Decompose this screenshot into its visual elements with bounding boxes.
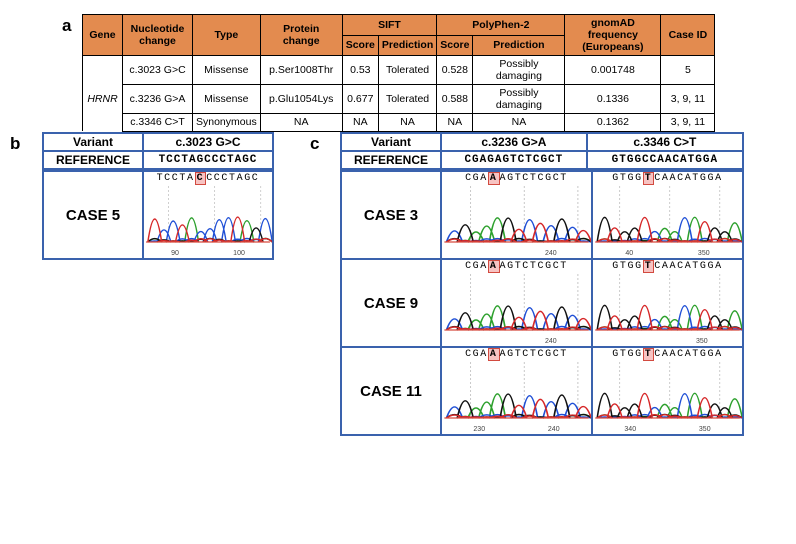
col-sift-pred: Prediction <box>378 35 436 56</box>
table-row: HRNRc.3236 G>AMissensep.Glu1054Lys0.677T… <box>83 85 715 114</box>
cell-nuc: c.3236 G>A <box>123 85 193 114</box>
reference-seq: TCCTAGCCCTAGC <box>143 151 273 169</box>
panel-b-label: b <box>10 134 20 154</box>
cell-type: Synonymous <box>193 114 261 131</box>
case-label: CASE 3 <box>341 171 441 259</box>
chromatogram-cell: CGAAAGTCTCGCT 240 <box>441 171 592 259</box>
position-ticks: 340350 <box>593 426 742 433</box>
chroma-case-table: CASE 5TCCTACCCCTAGC 90100 <box>42 170 274 260</box>
gene-cell-empty <box>83 114 123 131</box>
col-sift: SIFT <box>342 15 437 36</box>
col-gene: Gene <box>83 15 123 56</box>
cell-case: 5 <box>661 56 715 85</box>
called-sequence: GTGGTCAACATGGA <box>593 261 742 272</box>
variant-col: c.3346 C>T <box>587 133 743 151</box>
cell-prot: p.Glu1054Lys <box>260 85 342 114</box>
chromatogram-cell: CGAAAGTCTCGCT 230240 <box>441 347 592 435</box>
gene-cell: HRNR <box>83 85 123 114</box>
cell-pp_s: NA <box>437 114 473 131</box>
reference-header: REFERENCE <box>341 151 441 169</box>
cell-sift_p: Tolerated <box>378 85 436 114</box>
case-label: CASE 5 <box>43 171 143 259</box>
called-sequence: CGAAAGTCTCGCT <box>442 261 591 272</box>
col-type: Type <box>193 15 261 56</box>
cell-pp_p: NA <box>473 114 565 131</box>
cell-sift_s: 0.677 <box>342 85 378 114</box>
case-row: CASE 11CGAAAGTCTCGCT230240GTGGTCAACATGGA… <box>341 347 743 435</box>
col-sift-score: Score <box>342 35 378 56</box>
panel-c-block: Variantc.3236 G>Ac.3346 C>T REFERENCECGAG… <box>340 132 744 436</box>
reference-seq: CGAGAGTCTCGCT <box>441 151 587 169</box>
called-sequence: CGAAAGTCTCGCT <box>442 173 591 184</box>
chroma-header: Variantc.3236 G>Ac.3346 C>T REFERENCECGAG… <box>340 132 744 170</box>
variant-col: c.3236 G>A <box>441 133 587 151</box>
position-ticks: 240 <box>442 250 591 257</box>
chromatogram-cell: TCCTACCCCTAGC 90100 <box>143 171 273 259</box>
cell-case: 3, 9, 11 <box>661 85 715 114</box>
col-pp-score: Score <box>437 35 473 56</box>
variant-summary-table: Gene Nucleotide change Type Protein chan… <box>82 14 715 132</box>
cell-nuc: c.3346 C>T <box>123 114 193 131</box>
cell-pp_s: 0.528 <box>437 56 473 85</box>
cell-freq: 0.1336 <box>565 85 661 114</box>
case-row: CASE 9CGAAAGTCTCGCT 240 GTGGTCAACATGGA 350 <box>341 259 743 347</box>
reference-seq: GTGGCCAACATGGA <box>587 151 743 169</box>
table-row: c.3346 C>TSynonymousNANANANANA0.13623, 9… <box>83 114 715 131</box>
col-case: Case ID <box>661 15 715 56</box>
chromatogram-cell: GTGGTCAACATGGA 340350 <box>592 347 743 435</box>
col-prot: Protein change <box>260 15 342 56</box>
cell-sift_p: NA <box>378 114 436 131</box>
variant-header: Variant <box>43 133 143 151</box>
chromatogram-cell: CGAAAGTCTCGCT 240 <box>441 259 592 347</box>
variant-col: c.3023 G>C <box>143 133 273 151</box>
called-sequence: GTGGTCAACATGGA <box>593 349 742 360</box>
cell-sift_p: Tolerated <box>378 56 436 85</box>
called-sequence: GTGGTCAACATGGA <box>593 173 742 184</box>
cell-freq: 0.001748 <box>565 56 661 85</box>
position-ticks: 230240 <box>442 426 591 433</box>
case-row: CASE 3CGAAAGTCTCGCT 240 GTGGTCAACATGGA 4035… <box>341 171 743 259</box>
chroma-case-table: CASE 3CGAAAGTCTCGCT240GTGGTCAACATGGA4035… <box>340 170 744 436</box>
cell-nuc: c.3023 G>C <box>123 56 193 85</box>
reference-header: REFERENCE <box>43 151 143 169</box>
cell-pp_p: Possibly damaging <box>473 85 565 114</box>
position-ticks: 350 <box>593 338 742 345</box>
case-label: CASE 11 <box>341 347 441 435</box>
cell-freq: 0.1362 <box>565 114 661 131</box>
called-sequence: TCCTACCCCTAGC <box>144 173 272 184</box>
position-ticks: 240 <box>442 338 591 345</box>
position-ticks: 40350 <box>593 250 742 257</box>
cell-prot: NA <box>260 114 342 131</box>
panel-c-label: c <box>310 134 319 154</box>
case-label: CASE 9 <box>341 259 441 347</box>
cell-sift_s: NA <box>342 114 378 131</box>
position-ticks: 90100 <box>144 250 272 257</box>
cell-pp_s: 0.588 <box>437 85 473 114</box>
cell-case: 3, 9, 11 <box>661 114 715 131</box>
cell-type: Missense <box>193 85 261 114</box>
cell-sift_s: 0.53 <box>342 56 378 85</box>
chroma-header: Variantc.3023 G>CREFERENCETCCTAGCCCTAGC <box>42 132 274 170</box>
panel-b-block: Variantc.3023 G>CREFERENCETCCTAGCCCTAGCC… <box>42 132 274 260</box>
col-polyphen: PolyPhen-2 <box>437 15 565 36</box>
col-nuc: Nucleotide change <box>123 15 193 56</box>
gene-cell-empty <box>83 56 123 85</box>
table-row: c.3023 G>CMissensep.Ser1008Thr0.53Tolera… <box>83 56 715 85</box>
col-gnomad: gnomAD frequency (Europeans) <box>565 15 661 56</box>
cell-type: Missense <box>193 56 261 85</box>
called-sequence: CGAAAGTCTCGCT <box>442 349 591 360</box>
col-pp-pred: Prediction <box>473 35 565 56</box>
chromatogram-cell: GTGGTCAACATGGA 40350 <box>592 171 743 259</box>
chromatogram-cell: GTGGTCAACATGGA 350 <box>592 259 743 347</box>
variant-header: Variant <box>341 133 441 151</box>
cell-pp_p: Possibly damaging <box>473 56 565 85</box>
panel-a-label: a <box>62 16 71 36</box>
cell-prot: p.Ser1008Thr <box>260 56 342 85</box>
case-row: CASE 5TCCTACCCCTAGC 90100 <box>43 171 273 259</box>
